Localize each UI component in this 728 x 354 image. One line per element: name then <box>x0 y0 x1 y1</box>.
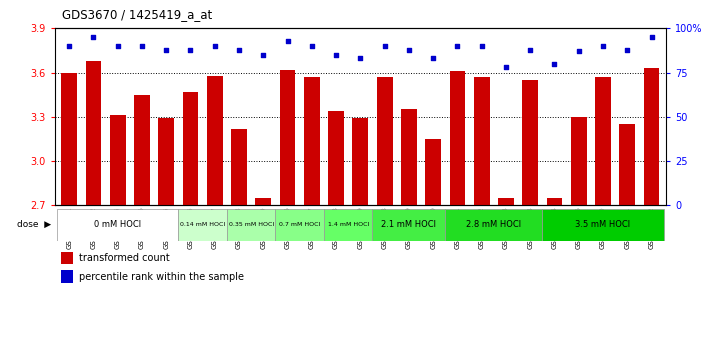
Point <box>209 43 221 49</box>
Bar <box>425 139 441 205</box>
Text: 1.4 mM HOCl: 1.4 mM HOCl <box>328 222 369 227</box>
Text: 2.1 mM HOCl: 2.1 mM HOCl <box>381 220 436 229</box>
Bar <box>446 209 542 241</box>
Bar <box>134 95 150 205</box>
Point <box>379 43 390 49</box>
Bar <box>596 77 611 205</box>
Text: GDS3670 / 1425419_a_at: GDS3670 / 1425419_a_at <box>62 8 212 21</box>
Point <box>524 47 536 52</box>
Point <box>112 43 124 49</box>
Point <box>500 64 512 70</box>
Bar <box>60 252 73 264</box>
Point <box>136 43 148 49</box>
Point <box>549 61 561 67</box>
Bar <box>110 115 126 205</box>
Bar <box>620 124 635 205</box>
Point <box>597 43 609 49</box>
Point <box>306 43 317 49</box>
Point <box>451 43 463 49</box>
Point <box>233 47 245 52</box>
Point <box>427 56 439 61</box>
Text: dose  ▶: dose ▶ <box>17 220 51 229</box>
Point <box>622 47 633 52</box>
Bar <box>474 77 489 205</box>
Point <box>282 38 293 44</box>
Bar <box>644 68 660 205</box>
Bar <box>159 118 174 205</box>
Bar <box>450 71 465 205</box>
Bar <box>324 209 373 241</box>
Text: transformed count: transformed count <box>79 253 170 263</box>
Bar <box>207 75 223 205</box>
Text: 0.7 mM HOCl: 0.7 mM HOCl <box>279 222 320 227</box>
Bar <box>304 77 320 205</box>
Bar <box>57 209 178 241</box>
Text: 2.8 mM HOCl: 2.8 mM HOCl <box>466 220 521 229</box>
Bar <box>275 209 324 241</box>
Text: 3.5 mM HOCl: 3.5 mM HOCl <box>575 220 630 229</box>
Point <box>646 34 657 40</box>
Bar <box>373 209 446 241</box>
Text: 0 mM HOCl: 0 mM HOCl <box>94 220 141 229</box>
Bar <box>328 111 344 205</box>
Bar <box>547 198 563 205</box>
Bar <box>232 129 247 205</box>
Bar <box>227 209 275 241</box>
Bar <box>178 209 227 241</box>
Point <box>476 43 488 49</box>
Bar <box>542 209 664 241</box>
Bar <box>61 73 77 205</box>
Bar <box>401 109 417 205</box>
Point <box>331 52 342 58</box>
Text: percentile rank within the sample: percentile rank within the sample <box>79 272 244 282</box>
Point <box>87 34 99 40</box>
Bar <box>183 92 199 205</box>
Bar <box>523 80 538 205</box>
Text: 0.14 mM HOCl: 0.14 mM HOCl <box>180 222 225 227</box>
Bar <box>256 198 271 205</box>
Bar <box>377 77 392 205</box>
Point <box>185 47 197 52</box>
Bar <box>86 61 101 205</box>
Point <box>63 43 75 49</box>
Point <box>160 47 172 52</box>
Point <box>355 56 366 61</box>
Bar <box>60 270 73 283</box>
Text: 0.35 mM HOCl: 0.35 mM HOCl <box>229 222 274 227</box>
Bar <box>352 118 368 205</box>
Bar <box>280 70 296 205</box>
Point <box>258 52 269 58</box>
Bar <box>571 117 587 205</box>
Point <box>403 47 415 52</box>
Point <box>573 48 585 54</box>
Bar <box>498 198 514 205</box>
